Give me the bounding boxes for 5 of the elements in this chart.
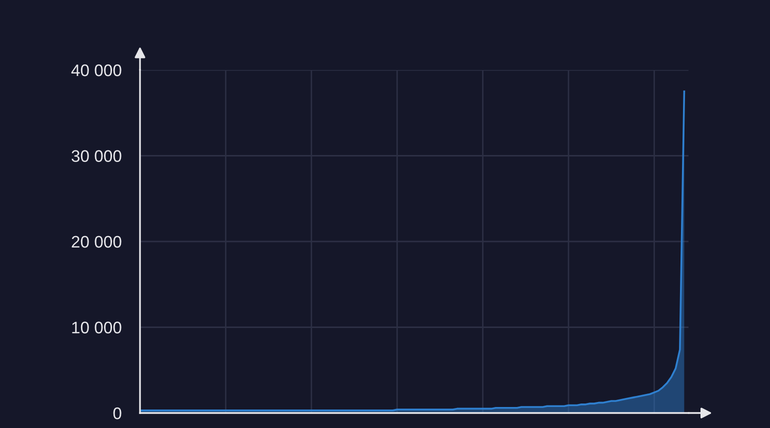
y-tick-label: 0 — [113, 407, 122, 420]
y-tick-label: 20 000 — [72, 236, 122, 248]
y-tick-label: 40 000 — [71, 64, 122, 76]
y-tick-label: 30 000 — [72, 150, 122, 162]
y-tick-label: 10 000 — [72, 322, 122, 334]
